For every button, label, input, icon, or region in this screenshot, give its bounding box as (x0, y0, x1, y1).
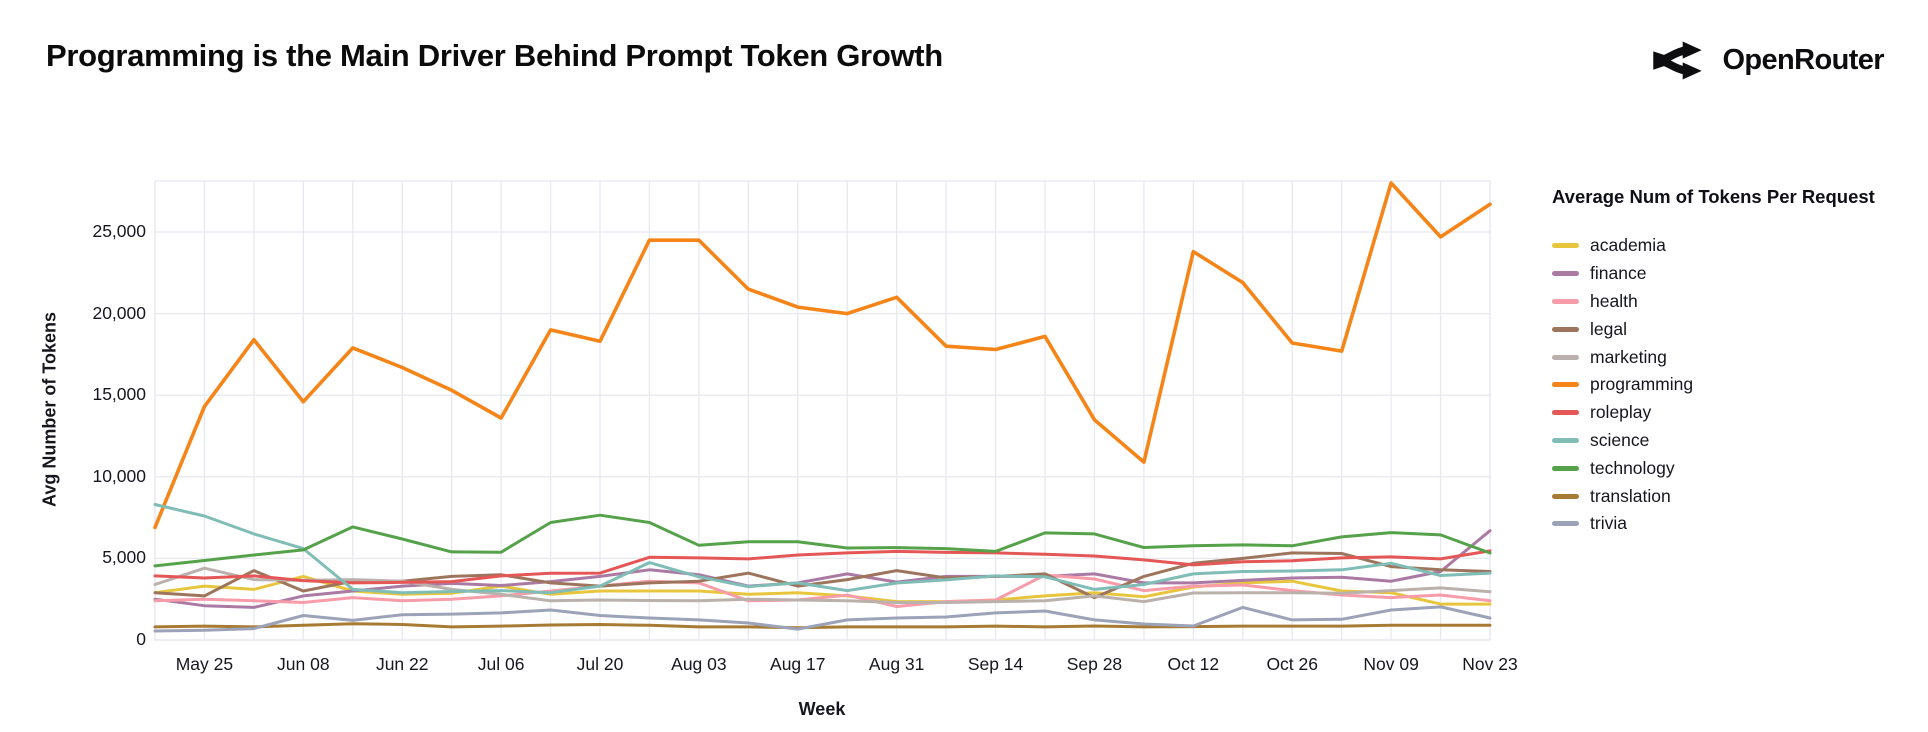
line-academia (153, 574, 1492, 606)
plot-frame (154, 180, 1491, 641)
legend-label-trivia: trivia (1590, 513, 1627, 534)
x-tick-label: Oct 26 (1266, 654, 1318, 674)
y-tick-label: 20,000 (92, 302, 146, 323)
legend-swatch-finance (1552, 271, 1579, 277)
x-tick-label: Jul 06 (477, 654, 525, 674)
x-tick-label: Aug 31 (868, 654, 925, 674)
line-health (153, 573, 1492, 608)
legend: Average Num of Tokens Per Request academ… (1552, 186, 1924, 538)
legend-items: academia finance health legal marketing progr… (1552, 232, 1924, 538)
line-marketing (153, 566, 1492, 604)
legend-item-translation: translation (1552, 482, 1924, 510)
legend-swatch-science (1552, 437, 1579, 443)
legend-label-technology: technology (1590, 457, 1675, 478)
legend-swatch-programming (1552, 382, 1579, 388)
x-axis-title: Week (798, 699, 846, 719)
line-roleplay (153, 549, 1492, 585)
legend-swatch-academia (1552, 243, 1579, 249)
legend-item-finance: finance (1552, 260, 1924, 288)
legend-swatch-trivia (1552, 521, 1579, 527)
gridlines (154, 180, 1491, 641)
legend-swatch-health (1552, 298, 1579, 304)
y-tick-label: 25,000 (92, 221, 146, 241)
chart-title: Programming is the Main Driver Behind Pr… (46, 38, 943, 73)
x-tick-label: May 25 (175, 654, 234, 674)
legend-label-legal: legal (1590, 318, 1627, 339)
legend-swatch-marketing (1552, 354, 1579, 360)
legend-label-finance: finance (1590, 263, 1647, 284)
openrouter-logo: OpenRouter (1652, 36, 1885, 85)
legend-swatch-technology (1552, 465, 1579, 471)
legend-label-science: science (1590, 429, 1650, 450)
legend-item-legal: legal (1552, 315, 1924, 343)
y-tick-label: 5,000 (102, 547, 146, 568)
openrouter-logo-text: OpenRouter (1722, 44, 1884, 76)
legend-swatch-legal (1552, 326, 1579, 332)
legend-swatch-translation (1552, 493, 1579, 499)
legend-swatch-roleplay (1552, 410, 1579, 416)
series-lines (153, 181, 1492, 633)
line-translation (153, 622, 1492, 630)
legend-label-marketing: marketing (1590, 346, 1667, 367)
legend-item-marketing: marketing (1552, 343, 1924, 371)
x-tick-label: Jul 20 (576, 654, 624, 674)
line-finance (153, 529, 1492, 609)
legend-item-science: science (1552, 427, 1924, 455)
x-tick-label: Oct 12 (1167, 654, 1220, 674)
legend-label-academia: academia (1590, 235, 1666, 256)
openrouter-logo-icon (1652, 36, 1706, 85)
y-tick-label: 0 (136, 629, 146, 649)
legend-item-health: health (1552, 288, 1924, 316)
legend-item-roleplay: roleplay (1552, 399, 1924, 427)
legend-item-programming: programming (1552, 371, 1924, 399)
x-tick-label: Sep 28 (1066, 654, 1123, 674)
legend-item-trivia: trivia (1552, 510, 1924, 538)
legend-item-technology: technology (1552, 454, 1924, 482)
x-tick-label: Nov 23 (1462, 654, 1518, 674)
line-trivia (153, 605, 1492, 633)
legend-item-academia: academia (1552, 232, 1924, 260)
x-tick-label: Nov 09 (1363, 654, 1419, 674)
legend-label-roleplay: roleplay (1590, 402, 1652, 423)
x-tick-label: Aug 17 (770, 654, 826, 674)
legend-title: Average Num of Tokens Per Request (1552, 186, 1875, 207)
line-science (153, 503, 1492, 595)
line-technology (153, 513, 1492, 568)
legend-label-health: health (1590, 290, 1638, 311)
x-tick-label: Aug 03 (671, 654, 727, 674)
line-programming (153, 181, 1492, 530)
legend-label-programming: programming (1590, 374, 1694, 395)
y-tick-label: 15,000 (92, 384, 146, 405)
x-tick-label: Jun 22 (375, 654, 429, 674)
x-tick-label: Jun 08 (277, 654, 330, 674)
y-tick-label: 10,000 (92, 465, 146, 486)
x-tick-label: Sep 14 (967, 654, 1024, 674)
legend-label-translation: translation (1590, 485, 1671, 506)
